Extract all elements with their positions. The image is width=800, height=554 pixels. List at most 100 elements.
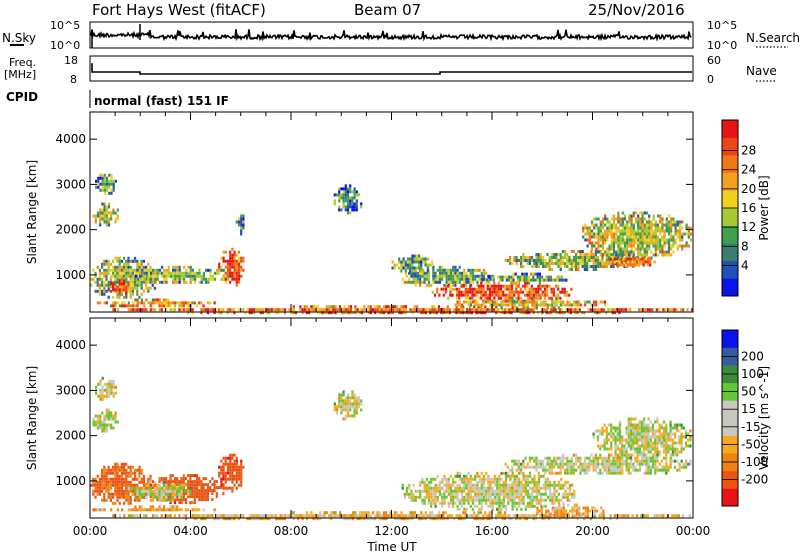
echo-cell	[583, 311, 586, 315]
echo-cell	[594, 262, 597, 265]
echo-cell	[480, 274, 483, 278]
echo-cell	[389, 514, 392, 518]
echo-cell	[639, 244, 642, 248]
echo-cell	[151, 480, 155, 484]
echo-cell	[211, 498, 214, 502]
echo-cell	[474, 277, 477, 281]
echo-cell	[641, 462, 644, 466]
echo-cell	[105, 259, 108, 263]
echo-cell	[123, 462, 126, 466]
date-label: 25/Nov/2016	[588, 1, 685, 19]
echo-cell	[491, 498, 494, 502]
echo-cell	[427, 271, 431, 275]
echo-cell	[374, 308, 377, 312]
echo-cell	[114, 391, 117, 395]
echo-cell	[661, 250, 664, 254]
echo-cell	[594, 259, 597, 262]
echo-cell	[558, 311, 562, 315]
echo-cell	[460, 495, 464, 499]
echo-cell	[533, 303, 536, 307]
echo-cell	[140, 508, 144, 512]
echo-cell	[550, 459, 553, 463]
echo-cell	[583, 259, 586, 262]
echo-cell	[185, 271, 188, 275]
echo-cell	[127, 486, 130, 490]
echo-cell	[612, 435, 615, 439]
echo-cell	[202, 498, 205, 502]
echo-cell	[496, 495, 499, 499]
echo-cell	[652, 232, 655, 236]
echo-cell	[654, 247, 657, 251]
echo-cell	[129, 486, 133, 490]
echo-cell	[422, 514, 425, 518]
echo-cell	[340, 208, 343, 212]
echo-cell	[452, 477, 455, 481]
echo-cell	[116, 483, 119, 487]
echo-cell	[460, 271, 464, 275]
echo-cell	[195, 489, 199, 493]
echo-cell	[532, 287, 536, 291]
echo-cell	[460, 277, 464, 281]
echo-cell	[423, 480, 426, 484]
echo-cell	[685, 226, 688, 230]
echo-cell	[237, 514, 240, 518]
echo-cell	[478, 489, 481, 493]
echo-cell	[559, 303, 563, 307]
echo-cell	[184, 477, 188, 481]
echo-cell	[540, 303, 543, 307]
echo-cell	[123, 282, 126, 286]
echo-cell	[610, 471, 613, 475]
echo-cell	[535, 300, 538, 304]
echo-cell	[330, 311, 333, 315]
noise-left-tick-high: 10^5	[50, 19, 80, 32]
echo-cell	[637, 226, 640, 230]
echo-cell	[545, 311, 548, 315]
echo-cell	[468, 514, 471, 518]
echo-cell	[599, 265, 602, 268]
echo-cell	[552, 293, 555, 297]
echo-cell	[204, 514, 207, 518]
echo-cell	[103, 280, 106, 284]
echo-cell	[434, 277, 437, 281]
echo-cell	[453, 311, 456, 315]
echo-cell	[614, 438, 617, 442]
echo-cell	[98, 483, 101, 487]
echo-cell	[150, 274, 153, 278]
echo-cell	[509, 474, 512, 478]
echo-cell	[486, 287, 489, 291]
echo-cell	[455, 287, 459, 291]
echo-cell	[619, 244, 622, 248]
echo-cell	[687, 244, 690, 248]
echo-cell	[160, 495, 163, 499]
echo-cell	[140, 480, 143, 484]
echo-cell	[520, 501, 523, 505]
echo-cell	[107, 259, 110, 263]
echo-cell	[610, 444, 613, 448]
echo-cell	[420, 514, 423, 518]
echo-cell	[178, 514, 181, 518]
echo-cell	[510, 278, 513, 282]
echo-cell	[191, 486, 194, 490]
echo-cell	[125, 295, 128, 299]
echo-cell	[120, 480, 123, 484]
echo-cell	[349, 202, 352, 206]
echo-cell	[643, 235, 646, 239]
echo-cell	[114, 220, 117, 224]
echo-cell	[140, 505, 144, 509]
echo-cell	[173, 508, 177, 512]
echo-cell	[569, 311, 573, 315]
echo-cell	[480, 287, 483, 291]
echo-cell	[442, 514, 445, 518]
echo-cell	[142, 274, 145, 278]
velocity-heatmap	[90, 376, 692, 521]
echo-cell	[509, 468, 512, 472]
echo-cell	[524, 456, 527, 460]
echo-cell	[537, 471, 540, 475]
echo-cell	[398, 266, 401, 270]
echo-cell	[116, 471, 119, 475]
echo-cell	[581, 265, 584, 268]
echo-cell	[456, 504, 459, 508]
echo-cell	[537, 459, 540, 463]
echo-cell	[630, 244, 633, 248]
echo-cell	[131, 489, 134, 493]
